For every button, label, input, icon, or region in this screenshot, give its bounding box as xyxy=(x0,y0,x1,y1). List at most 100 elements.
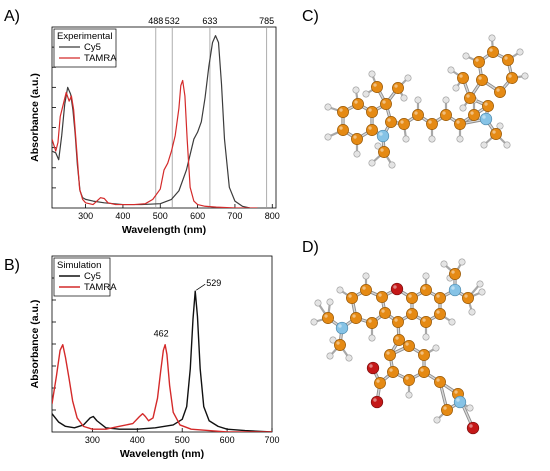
atom-shine xyxy=(338,324,342,328)
carbon-atom xyxy=(454,118,466,130)
hydrogen-atom xyxy=(336,286,344,294)
atom-shine xyxy=(420,368,424,372)
carbon-atom xyxy=(403,340,415,352)
carbon-atom xyxy=(371,81,383,93)
hydrogen-atom xyxy=(374,142,382,150)
hydrogen-atom xyxy=(405,391,413,399)
nitrogen-atom xyxy=(448,283,462,297)
carbon-atom xyxy=(482,100,494,112)
atom-shine xyxy=(464,294,468,298)
carbon-atom xyxy=(457,72,469,84)
carbon-atom xyxy=(473,56,485,68)
carbon-atom xyxy=(418,349,430,361)
nitrogen-atom xyxy=(479,112,493,126)
atom-shine xyxy=(352,314,356,318)
hydrogen-atom xyxy=(402,135,410,143)
hydrogen-atom xyxy=(521,72,529,80)
nitrogen-atom xyxy=(376,129,390,143)
atom-shine xyxy=(482,115,486,119)
chart-a: 488 532 633 785 300 400 500 600 700 800 Wavelength… xyxy=(29,16,280,236)
carbon-atom xyxy=(418,366,430,378)
x-tick-label: 700 xyxy=(227,211,242,221)
atom-shine xyxy=(387,118,391,122)
atom-shine xyxy=(373,398,377,402)
hydrogen-atom xyxy=(324,133,332,141)
atom-shine xyxy=(369,364,373,368)
hydrogen-atom xyxy=(488,34,496,42)
x-tick-label: 600 xyxy=(220,435,235,445)
atom-shine xyxy=(469,424,473,428)
carbon-atom xyxy=(350,312,362,324)
carbon-atom xyxy=(366,124,378,136)
atom-shine xyxy=(339,108,343,112)
atom-shine xyxy=(324,314,328,318)
hydrogen-atom xyxy=(310,318,318,326)
atom-shine xyxy=(428,120,432,124)
laser-label-785: 785 xyxy=(259,16,274,26)
atom-shine xyxy=(405,342,409,346)
laser-label-488: 488 xyxy=(148,16,163,26)
atom-shine xyxy=(394,84,398,88)
atom-shine xyxy=(348,294,352,298)
atom-shine xyxy=(368,126,372,130)
carbon-atom xyxy=(434,376,446,388)
atom-shine xyxy=(336,341,340,345)
hydrogen-atom xyxy=(458,258,466,266)
x-axis-label: Wavelength (nm) xyxy=(120,448,204,460)
hydrogen-atom xyxy=(433,416,441,424)
laser-label-532: 532 xyxy=(165,16,180,26)
legend-entry-cy5: Cy5 xyxy=(84,271,101,282)
atom-shine xyxy=(504,56,508,60)
atom-shine xyxy=(353,135,357,139)
hydrogen-atom xyxy=(478,288,486,296)
carbon-atom xyxy=(502,54,514,66)
atom-shine xyxy=(422,318,426,322)
atom-shine xyxy=(408,310,412,314)
legend-entry-cy5: Cy5 xyxy=(84,42,101,53)
hydrogen-atom xyxy=(368,159,376,167)
carbon-atom xyxy=(366,106,378,118)
carbon-atom xyxy=(374,377,386,389)
x-tick-label: 700 xyxy=(264,435,279,445)
atom-shine xyxy=(373,83,377,87)
atom-shine xyxy=(368,108,372,112)
hydrogen-atom xyxy=(362,90,370,98)
y-axis-label: Absorbance (a.u.) xyxy=(29,300,41,389)
carbon-atom xyxy=(334,339,346,351)
carbon-atom xyxy=(434,292,446,304)
hydrogen-atom xyxy=(447,66,455,74)
oxygen-atom xyxy=(366,361,380,375)
hydrogen-atom xyxy=(345,354,353,362)
nitrogen-atom xyxy=(335,321,349,335)
x-tick-label: 500 xyxy=(153,211,168,221)
carbon-atom xyxy=(376,291,388,303)
hydrogen-atom xyxy=(326,352,334,360)
atom-shine xyxy=(451,270,455,274)
hydrogen-atom xyxy=(448,318,456,326)
legend-title: Experimental xyxy=(57,31,112,42)
atom-shine xyxy=(420,351,424,355)
hydrogen-atom xyxy=(326,298,334,306)
molecule-cy5-atoms xyxy=(324,34,529,169)
panel-label-b: B) xyxy=(4,257,20,274)
atom-shine xyxy=(466,94,470,98)
x-tick-label: 500 xyxy=(175,435,190,445)
atom-shine xyxy=(456,398,460,402)
x-axis-label: Wavelength (nm) xyxy=(122,224,206,236)
hydrogen-atom xyxy=(480,141,488,149)
atom-shine xyxy=(492,130,496,134)
annotation-leader xyxy=(196,283,206,291)
carbon-atom xyxy=(440,109,452,121)
hydrogen-atom xyxy=(440,260,448,268)
hydrogen-atom xyxy=(503,141,511,149)
carbon-atom xyxy=(468,109,480,121)
atom-shine xyxy=(394,318,398,322)
carbon-atom xyxy=(392,316,404,328)
x-tick-label: 300 xyxy=(85,435,100,445)
atom-shine xyxy=(354,100,358,104)
atom-shine xyxy=(478,76,482,80)
hydrogen-atom xyxy=(462,52,470,60)
atom-shine xyxy=(381,309,385,313)
carbon-atom xyxy=(392,82,404,94)
